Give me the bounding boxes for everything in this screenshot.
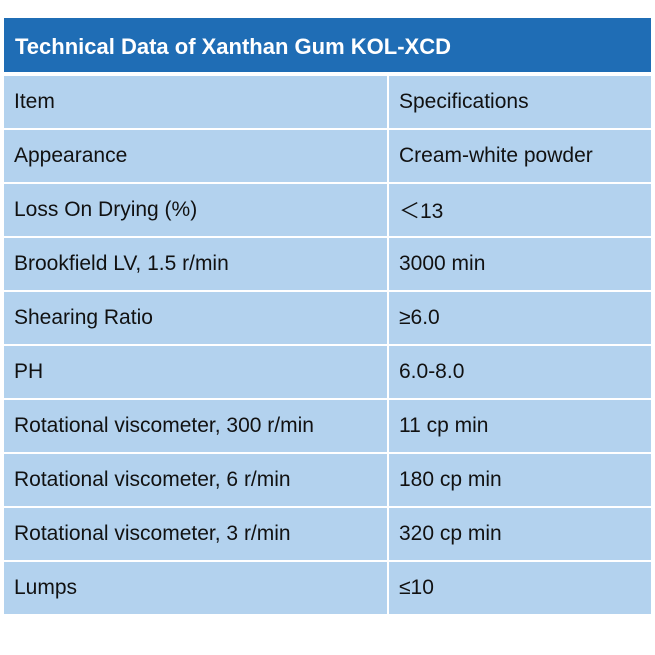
spec-cell: ≤10 xyxy=(387,560,651,616)
item-cell: Brookfield LV, 1.5 r/min xyxy=(4,236,388,292)
spec-cell: Cream-white powder xyxy=(387,128,651,184)
spec-sheet: Technical Data of Xanthan Gum KOL-XCD It… xyxy=(4,18,651,616)
item-cell: Shearing Ratio xyxy=(4,290,388,346)
spec-cell: ＜13 xyxy=(387,182,651,238)
data-row: Lumps ≤10 xyxy=(4,560,651,616)
item-cell: Rotational viscometer, 3 r/min xyxy=(4,506,388,562)
spec-cell: 320 cp min xyxy=(387,506,651,562)
data-row: Appearance Cream-white powder xyxy=(4,128,651,184)
item-cell: Rotational viscometer, 300 r/min xyxy=(4,398,388,454)
item-cell: Rotational viscometer, 6 r/min xyxy=(4,452,388,508)
data-row: Rotational viscometer, 3 r/min 320 cp min xyxy=(4,506,651,562)
spec-cell: 11 cp min xyxy=(387,398,651,454)
spec-table: Item Specifications Appearance Cream-white … xyxy=(4,74,651,616)
item-cell: PH xyxy=(4,344,388,400)
item-cell: Loss On Drying (%) xyxy=(4,182,388,238)
item-cell: Item xyxy=(4,74,388,130)
item-cell: Appearance xyxy=(4,128,388,184)
data-row: Rotational viscometer, 6 r/min 180 cp min xyxy=(4,452,651,508)
spec-cell: 6.0-8.0 xyxy=(387,344,651,400)
data-row: Rotational viscometer, 300 r/min 11 cp mi… xyxy=(4,398,651,454)
item-cell: Lumps xyxy=(4,560,388,616)
spec-cell: 180 cp min xyxy=(387,452,651,508)
data-row: Shearing Ratio ≥6.0 xyxy=(4,290,651,346)
header-row: Item Specifications xyxy=(4,74,651,130)
title: Technical Data of Xanthan Gum KOL-XCD xyxy=(4,18,651,72)
data-row: Loss On Drying (%) ＜13 xyxy=(4,182,651,238)
spec-cell: 3000 min xyxy=(387,236,651,292)
spec-cell: ≥6.0 xyxy=(387,290,651,346)
data-row: PH 6.0-8.0 xyxy=(4,344,651,400)
data-row: Brookfield LV, 1.5 r/min 3000 min xyxy=(4,236,651,292)
spec-cell: Specifications xyxy=(387,74,651,130)
